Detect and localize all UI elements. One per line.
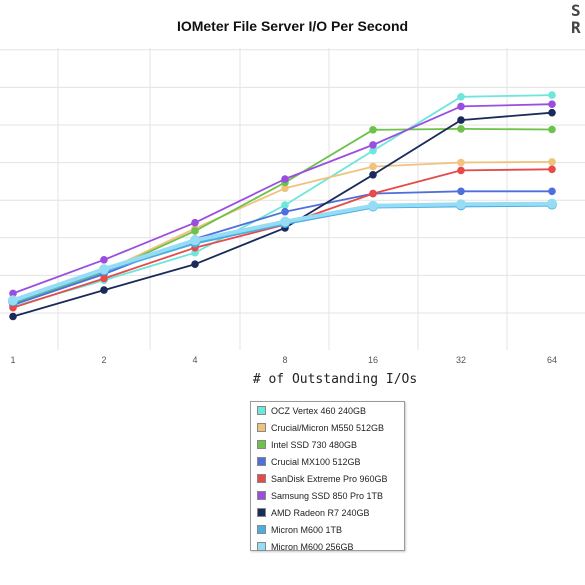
data-point [457, 158, 465, 167]
legend-label: OCZ Vertex 460 240GB [271, 405, 367, 416]
data-point [369, 171, 377, 179]
data-point [281, 207, 289, 216]
data-point [9, 289, 17, 298]
series-8 [8, 198, 557, 306]
series-6 [9, 108, 556, 321]
data-point [548, 165, 556, 174]
legend-swatch [257, 406, 266, 415]
data-point [9, 312, 17, 321]
legend-label: SanDisk Extreme Pro 960GB [271, 473, 388, 484]
series-line [12, 190, 552, 306]
data-point [548, 108, 556, 117]
legend-swatch [257, 508, 266, 517]
data-point [456, 199, 466, 210]
data-point [457, 102, 465, 111]
data-point [457, 125, 465, 133]
data-point [369, 141, 377, 149]
data-point [280, 216, 290, 227]
data-point [191, 260, 199, 269]
data-point [281, 184, 289, 193]
series-5 [9, 100, 556, 298]
legend-item: SanDisk Extreme Pro 960GB [251, 470, 404, 487]
data-point [190, 235, 200, 246]
legend-item: Intel SSD 730 480GB [251, 436, 404, 453]
data-point [548, 187, 556, 196]
legend-swatch [257, 457, 266, 466]
legend-label: AMD Radeon R7 240GB [271, 507, 370, 518]
x-tick-label: 1 [10, 355, 15, 365]
legend-label: Samsung SSD 850 Pro 1TB [271, 490, 384, 501]
data-point [369, 189, 377, 198]
series-line [12, 111, 553, 318]
data-point [548, 158, 556, 166]
legend-label: Intel SSD 730 480GB [271, 439, 358, 450]
legend-swatch [257, 491, 266, 500]
data-point [191, 218, 199, 227]
data-point [547, 198, 557, 209]
data-point [548, 91, 556, 99]
legend-label: Micron M600 1TB [271, 524, 343, 535]
legend-item: OCZ Vertex 460 240GB [251, 402, 404, 419]
data-point [457, 166, 465, 175]
legend-swatch [257, 474, 266, 483]
legend-swatch [257, 440, 266, 449]
legend-item: Samsung SSD 850 Pro 1TB [251, 487, 404, 504]
data-point [369, 146, 377, 155]
data-point [548, 100, 556, 108]
legend-label: Micron M600 256GB [271, 541, 354, 552]
x-tick-label: 8 [282, 355, 287, 365]
legend-item: Micron M600 256GB [251, 538, 404, 555]
legend-item: AMD Radeon R7 240GB [251, 504, 404, 521]
data-point [368, 200, 378, 211]
series-7 [8, 199, 557, 307]
legend-swatch [257, 542, 266, 551]
chart-legend: OCZ Vertex 460 240GB Crucial/Micron M550 … [250, 401, 405, 552]
data-point [9, 303, 17, 312]
data-point [99, 264, 109, 275]
data-point [369, 162, 377, 171]
data-point [100, 286, 108, 294]
data-point [100, 274, 108, 283]
x-tick-label: 4 [192, 355, 197, 365]
chart-title: IOMeter File Server I/O Per Second [176, 18, 409, 34]
x-tick-label: 32 [456, 355, 466, 365]
series-line [12, 103, 553, 295]
data-point [457, 187, 465, 196]
data-point [548, 125, 556, 134]
legend-swatch [257, 525, 266, 534]
legend-label: Crucial/Micron M550 512GB [271, 422, 385, 433]
series-2 [9, 125, 556, 308]
data-point [281, 175, 289, 183]
x-tick-label: 64 [547, 355, 557, 365]
data-point [369, 126, 377, 134]
data-point [281, 201, 289, 209]
data-point [457, 116, 465, 124]
legend-swatch [257, 423, 266, 432]
legend-item: Micron M600 1TB [251, 521, 404, 538]
legend-label: Crucial MX100 512GB [271, 456, 361, 467]
data-point [191, 227, 199, 235]
x-tick-label: 16 [368, 355, 378, 365]
legend-item: Crucial/Micron M550 512GB [251, 419, 404, 436]
data-point [457, 93, 465, 101]
legend-item: Crucial MX100 512GB [251, 453, 404, 470]
data-point [8, 295, 18, 306]
x-tick-label: 2 [101, 355, 106, 365]
x-axis-label: # of Outstanding I/Os [252, 372, 418, 387]
data-point [100, 255, 108, 264]
